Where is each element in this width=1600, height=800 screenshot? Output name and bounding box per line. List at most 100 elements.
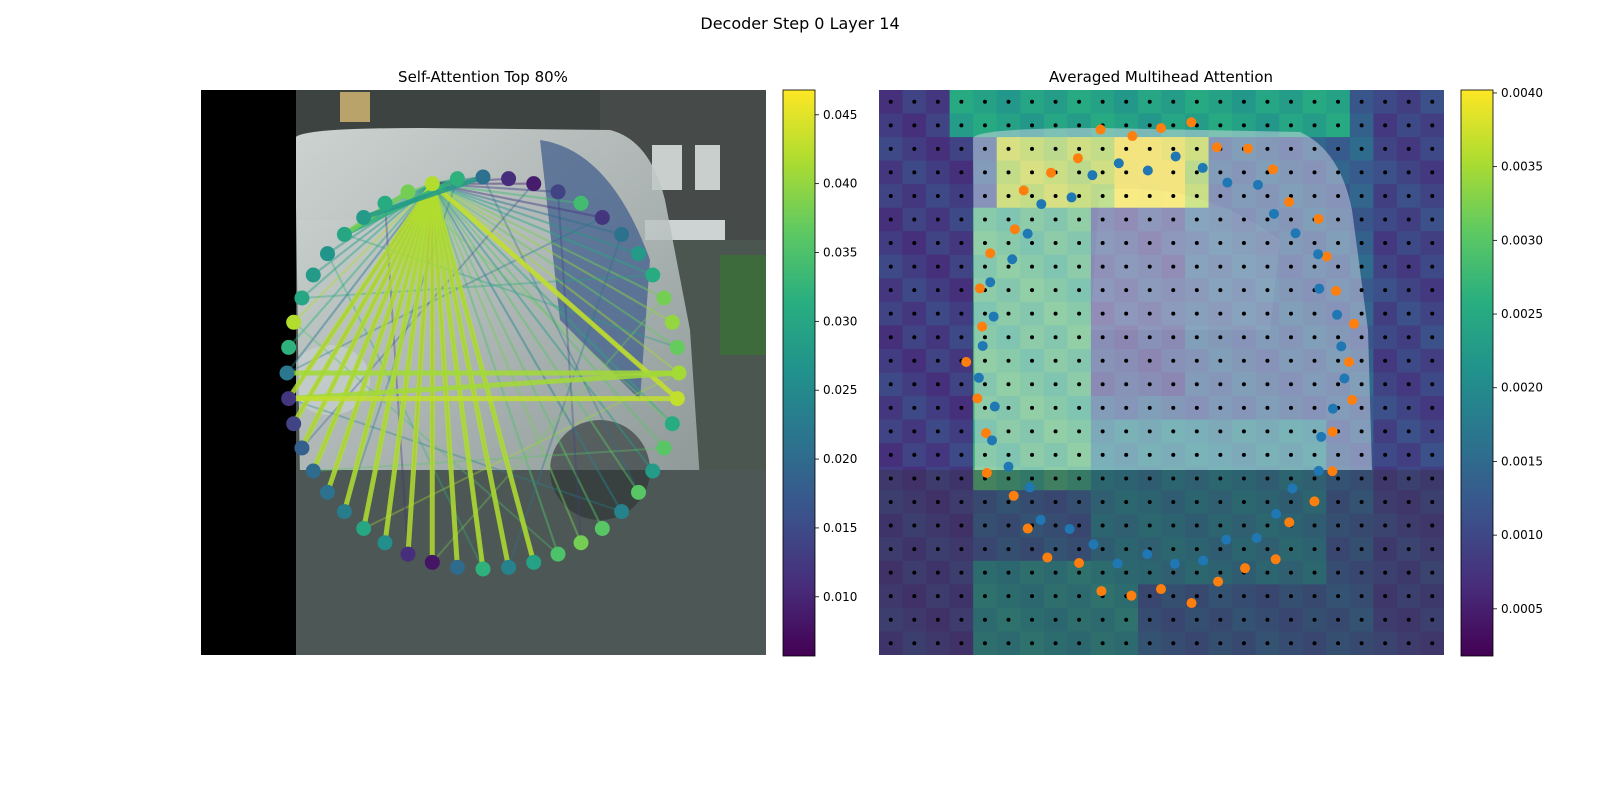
grid-point (888, 570, 893, 575)
grid-point (1383, 641, 1388, 646)
grid-point (1218, 123, 1223, 128)
grid-point (982, 547, 987, 552)
grid-point (1030, 335, 1035, 340)
sampling-point (1221, 534, 1232, 545)
sampling-point (985, 248, 996, 259)
grid-point (1124, 264, 1129, 269)
grid-point (1265, 452, 1270, 457)
grid-point (1288, 311, 1293, 316)
attention-edge-strong (405, 183, 435, 555)
grid-point (1383, 523, 1388, 528)
colorbar-tick-label: 0.045 (823, 108, 857, 122)
attention-node (669, 391, 685, 407)
attention-edge-strong (291, 182, 435, 425)
grid-point (1077, 193, 1082, 198)
sampling-point (1169, 558, 1180, 569)
grid-point (959, 570, 964, 575)
grid-point (1288, 617, 1293, 622)
grid-point (1312, 241, 1317, 246)
grid-point (1430, 452, 1435, 457)
grid-point (1218, 405, 1223, 410)
grid-point (1218, 217, 1223, 222)
grid-point (888, 170, 893, 175)
attention-edge (293, 321, 559, 555)
sampling-point (980, 428, 991, 439)
sampling-point (974, 283, 985, 294)
grid-point (1194, 193, 1199, 198)
grid-point (935, 311, 940, 316)
colorbar-tick-label: 0.0015 (1501, 454, 1543, 468)
grid-point (1406, 594, 1411, 599)
grid-point (1053, 335, 1058, 340)
grid-point (1265, 405, 1270, 410)
grid-point (1147, 594, 1152, 599)
attention-edge (431, 182, 673, 324)
grid-point (912, 288, 917, 293)
grid-point (1030, 594, 1035, 599)
grid-point (1194, 264, 1199, 269)
grid-point (1430, 146, 1435, 151)
attention-node (630, 246, 646, 262)
grid-point (1336, 547, 1341, 552)
attention-node (336, 504, 352, 520)
grid-point (1288, 570, 1293, 575)
grid-point (1077, 429, 1082, 434)
attention-node (294, 440, 310, 456)
grid-point (1312, 311, 1317, 316)
grid-point (935, 170, 940, 175)
grid-point (1336, 499, 1341, 504)
grid-point (1006, 335, 1011, 340)
grid-point (982, 617, 987, 622)
sampling-point (1112, 558, 1123, 569)
grid-point (1265, 99, 1270, 104)
grid-point (1241, 288, 1246, 293)
attention-node (305, 267, 321, 283)
sampling-point (1142, 549, 1153, 560)
grid-point (888, 476, 893, 481)
attention-node (669, 339, 685, 355)
grid-point (1124, 382, 1129, 387)
sampling-point (961, 357, 972, 367)
attention-node (594, 520, 610, 536)
colorbar-tick-label: 0.030 (823, 314, 857, 328)
grid-point (1030, 311, 1035, 316)
grid-point (1336, 382, 1341, 387)
grid-point (1430, 193, 1435, 198)
grid-point (1218, 264, 1223, 269)
grid-point (1430, 429, 1435, 434)
grid-point (959, 617, 964, 622)
grid-point (1147, 499, 1152, 504)
grid-point (1406, 476, 1411, 481)
multihead-attention-panel: Averaged Multihead Attention (879, 68, 1444, 655)
grid-point (1406, 241, 1411, 246)
grid-point (1218, 241, 1223, 246)
grid-point (1171, 311, 1176, 316)
self-attention-colorbar: 0.010 0.015 0.020 0.025 0.030 0.035 0.040 0.045 (782, 89, 857, 657)
grid-point (1006, 170, 1011, 175)
grid-point (1312, 123, 1317, 128)
grid-point (1147, 358, 1152, 363)
attention-edge-strong (299, 182, 435, 450)
grid-point (1053, 382, 1058, 387)
grid-point (1194, 405, 1199, 410)
attention-node (573, 535, 589, 551)
grid-point (1359, 99, 1364, 104)
sampling-point (1336, 341, 1347, 352)
grid-point (1124, 358, 1129, 363)
grid-point (1241, 617, 1246, 622)
grid-point (912, 241, 917, 246)
self-attention-title: Self-Attention Top 80% (398, 68, 568, 86)
grid-point (1336, 523, 1341, 528)
grid-point (982, 311, 987, 316)
attention-node (664, 416, 680, 432)
sampling-point (1290, 228, 1301, 239)
attention-node (336, 226, 352, 242)
grid-point (1100, 405, 1105, 410)
grid-point (1359, 382, 1364, 387)
grid-point (888, 241, 893, 246)
grid-point (1194, 358, 1199, 363)
grid-point (1053, 523, 1058, 528)
grid-point (1406, 99, 1411, 104)
attention-edge (431, 183, 654, 472)
